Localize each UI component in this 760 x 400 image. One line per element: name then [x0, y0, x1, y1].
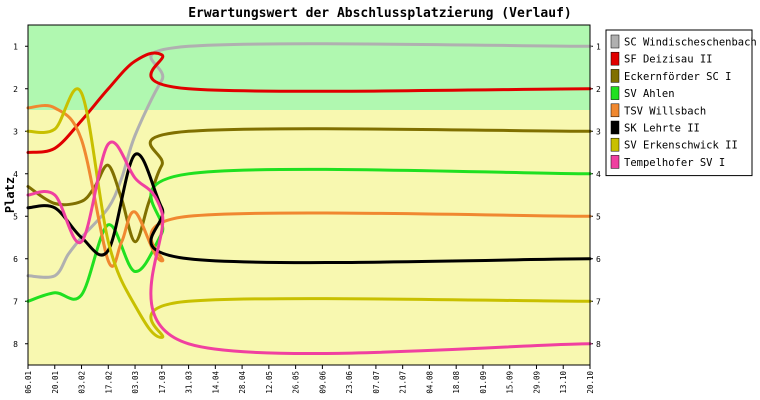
- x-tick-label: 03.02: [78, 371, 87, 394]
- x-tick-label: 20.01: [51, 371, 60, 394]
- legend-label: Tempelhofer SV I: [624, 157, 725, 169]
- legend-swatch: [610, 69, 620, 83]
- y-tick-label-right: 4: [596, 170, 601, 179]
- x-tick-label: 01.09: [479, 371, 488, 394]
- x-tick-label: 12.05: [265, 371, 274, 394]
- chart-title: Erwartungswert der Abschlussplatzierung …: [188, 6, 572, 21]
- legend-label: SV Ahlen: [624, 88, 675, 100]
- x-tick-label: 18.08: [452, 371, 461, 394]
- y-tick-label-right: 7: [596, 297, 601, 306]
- x-tick-label: 26.05: [292, 371, 301, 394]
- y-axis-label: Platz: [3, 177, 17, 213]
- series-line-8: [26, 140, 592, 356]
- y-tick-label-right: 5: [596, 212, 601, 221]
- series-lines: [26, 42, 592, 356]
- x-tick-label: 13.10: [559, 371, 568, 394]
- legend: SC Windischeschenbach SF Deizisau II Ecker…: [605, 29, 757, 177]
- x-tick-label: 09.06: [318, 371, 327, 394]
- x-tick-label: 20.10: [586, 371, 595, 394]
- y-tick-label-right: 8: [596, 340, 601, 349]
- legend-swatch: [610, 103, 620, 118]
- y-tick-label-right: 2: [596, 85, 601, 94]
- y-tick-label-left: 1: [13, 42, 18, 51]
- x-tick-label: 04.08: [425, 371, 434, 394]
- legend-box: [605, 29, 753, 177]
- series-line-2: [26, 51, 592, 154]
- x-tick-label: 31.03: [185, 371, 194, 394]
- x-tick-label: 15.09: [506, 371, 515, 394]
- x-tick-label: 14.04: [211, 371, 220, 394]
- y-tick-label-right: 3: [596, 127, 601, 136]
- legend-label: SF Deizisau II: [624, 54, 713, 66]
- series-line-4: [26, 167, 592, 303]
- y-tick-label-left: 8: [13, 340, 18, 349]
- legend-label: TSV Willsbach: [624, 105, 706, 117]
- series-line-7: [26, 87, 592, 339]
- x-tick-label: 28.04: [238, 371, 247, 394]
- x-tick-label: 06.01: [24, 371, 33, 394]
- y-tick-label-left: 3: [13, 127, 18, 136]
- x-tick-label: 03.03: [131, 371, 140, 394]
- plot-frame: [27, 24, 591, 366]
- x-tick-label: 21.07: [399, 371, 408, 394]
- y-tick-label-left: 4: [13, 170, 18, 179]
- legend-label: SK Lehrte II: [624, 123, 700, 135]
- legend-swatch: [610, 120, 620, 135]
- y-tick-label-left: 7: [13, 297, 18, 306]
- x-tick-label: 17.03: [158, 371, 167, 394]
- x-tick-label: 17.02: [104, 371, 113, 394]
- legend-swatch: [610, 155, 620, 169]
- background-bands: [28, 25, 590, 365]
- background-band-0: [28, 25, 590, 110]
- legend-label: SC Windischeschenbach: [624, 37, 757, 49]
- legend-swatch: [610, 34, 620, 49]
- y-tick-label-left: 6: [13, 255, 18, 264]
- y-tick-label-right: 6: [596, 255, 601, 264]
- legend-swatch: [610, 137, 620, 152]
- legend-label: Eckernförder SC I: [624, 71, 731, 83]
- y-tick-label-left: 2: [13, 85, 18, 94]
- y-axis-ticks: 1 1 2 2 3 3 4 4 5 5 6 6 7 7 8 8: [13, 42, 601, 349]
- legend-swatch: [610, 86, 620, 100]
- y-tick-label-right: 1: [596, 42, 601, 51]
- series-line-3: [26, 127, 592, 244]
- legend-label: SV Erkenschwick II: [624, 140, 738, 152]
- legend-swatch: [610, 51, 620, 66]
- series-line-5: [26, 104, 592, 268]
- x-tick-label: 07.07: [372, 371, 381, 394]
- x-tick-label: 23.06: [345, 371, 354, 394]
- x-tick-label: 29.09: [532, 371, 541, 394]
- y-tick-label-left: 5: [13, 212, 18, 221]
- x-axis-ticks: 06.01 20.01 03.02 17.02 03.03 17.03 31.03 14.04…: [24, 365, 595, 394]
